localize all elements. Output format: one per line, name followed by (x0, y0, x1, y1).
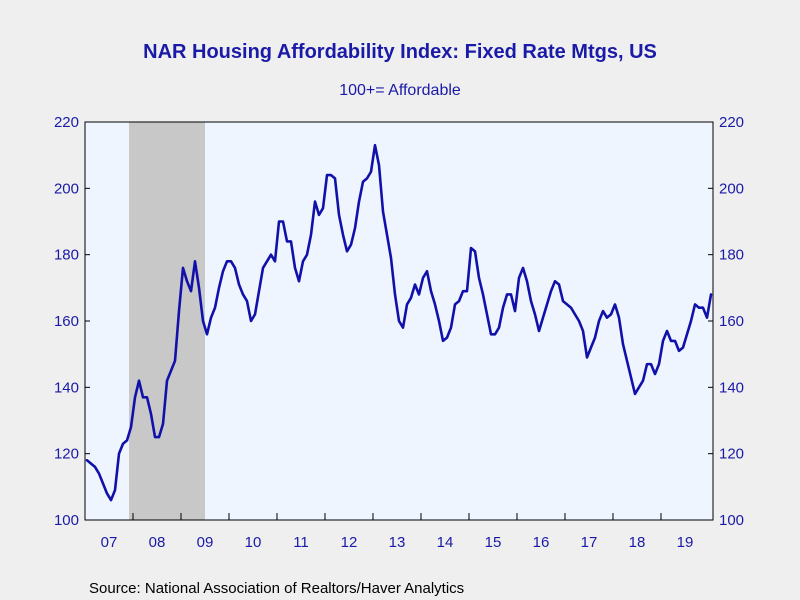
y-tick-label-right: 140 (719, 379, 744, 396)
chart-title: NAR Housing Affordability Index: Fixed R… (143, 41, 657, 63)
y-tick-label-right: 180 (719, 247, 744, 264)
x-tick-label: 12 (341, 534, 358, 551)
x-tick-label: 15 (485, 534, 502, 551)
series-layer (85, 143, 713, 502)
source-note: Source: National Association of Realtors… (89, 580, 464, 597)
x-tick-label: 13 (389, 534, 406, 551)
tick-labels: 100 100 120 120 140 140 160 160 180 180 200 200 220 2… (54, 114, 744, 551)
y-tick-label-right: 100 (719, 512, 744, 529)
x-tick-label: 10 (245, 534, 262, 551)
y-tick-label-right: 220 (719, 114, 744, 131)
x-tick-label: 17 (581, 534, 598, 551)
y-tick-label-left: 120 (54, 446, 79, 463)
x-tick-label: 18 (629, 534, 646, 551)
x-tick-label: 11 (293, 534, 309, 551)
recession-shading (129, 122, 205, 520)
y-tick-label-left: 160 (54, 313, 79, 330)
y-tick-label-right: 160 (719, 313, 744, 330)
y-tick-label-left: 200 (54, 180, 79, 197)
x-tick-label: 16 (533, 534, 550, 551)
y-tick-label-right: 200 (719, 180, 744, 197)
chart-subtitle: 100+= Affordable (339, 82, 461, 99)
x-tick-label: 07 (101, 534, 118, 551)
y-tick-label-left: 180 (54, 247, 79, 264)
series-line (85, 143, 713, 502)
x-tick-label: 14 (437, 534, 454, 551)
axis-ticks (85, 121, 713, 521)
plot-frame (84, 121, 714, 521)
x-tick-label: 19 (677, 534, 694, 551)
x-tick-label: 09 (197, 534, 214, 551)
y-tick-label-left: 220 (54, 114, 79, 131)
y-tick-label-right: 120 (719, 446, 744, 463)
y-tick-label-left: 100 (54, 512, 79, 529)
y-tick-label-left: 140 (54, 379, 79, 396)
x-tick-label: 08 (149, 534, 166, 551)
